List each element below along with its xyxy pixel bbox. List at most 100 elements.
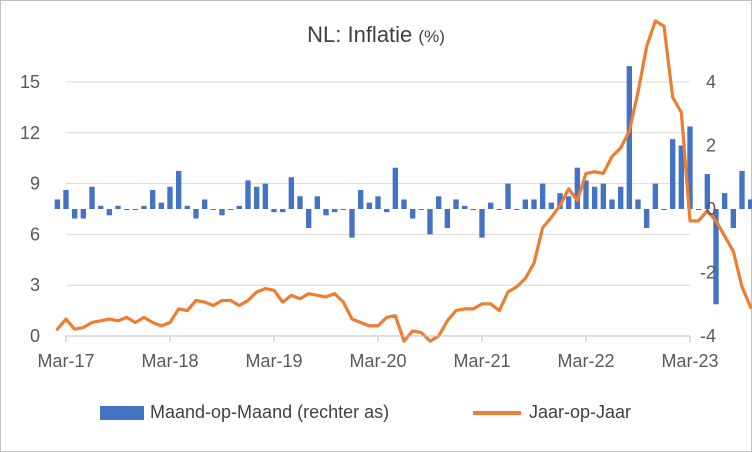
bar xyxy=(453,199,459,209)
bar xyxy=(669,139,676,209)
bar xyxy=(253,186,260,209)
legend-swatch-bars xyxy=(100,405,144,420)
bar xyxy=(288,177,295,209)
bar xyxy=(63,189,69,209)
y-right-tick-label: 2 xyxy=(706,136,716,156)
bar xyxy=(713,209,719,305)
bar xyxy=(461,205,468,209)
bar xyxy=(678,145,685,209)
bar xyxy=(435,196,442,209)
bar xyxy=(297,196,303,209)
bar xyxy=(193,209,199,219)
bar xyxy=(167,186,173,209)
series-line xyxy=(55,19,752,343)
bar xyxy=(132,209,139,210)
bar xyxy=(158,202,165,209)
y-left-tick-label: 15 xyxy=(20,72,40,92)
y-right-tick-label: 0 xyxy=(706,199,716,219)
bar xyxy=(340,209,347,210)
x-tick-label: Mar-17 xyxy=(37,351,94,371)
legend-item-bars: Maand-op-Maand (rechter as) xyxy=(100,402,389,423)
bar xyxy=(531,199,537,209)
bar xyxy=(687,126,693,209)
y-right-tick-label: 4 xyxy=(706,72,716,92)
bar xyxy=(739,170,745,209)
bar xyxy=(747,199,752,209)
bar-series xyxy=(54,66,752,305)
bar xyxy=(383,209,390,213)
bar xyxy=(505,183,511,209)
bar xyxy=(357,189,364,209)
bar xyxy=(97,205,104,209)
bar xyxy=(219,209,225,216)
bar xyxy=(201,199,208,209)
bar xyxy=(279,209,286,213)
bar xyxy=(470,209,477,210)
bar xyxy=(54,199,61,209)
bar xyxy=(548,202,555,209)
line-series xyxy=(55,19,752,343)
bar xyxy=(539,183,546,209)
bar xyxy=(262,183,269,209)
bar xyxy=(652,183,659,209)
bar xyxy=(565,196,572,209)
bar xyxy=(479,209,485,238)
bar xyxy=(115,205,121,209)
bar xyxy=(522,199,529,209)
bar xyxy=(643,209,650,229)
bar xyxy=(80,209,87,219)
bar xyxy=(366,202,373,209)
y-left-tick-label: 12 xyxy=(20,123,40,143)
y-right-tick-label: -2 xyxy=(700,263,716,283)
y-left-tick-label: 3 xyxy=(30,275,40,295)
bar xyxy=(496,209,503,210)
bar xyxy=(392,167,399,209)
bar xyxy=(236,205,243,209)
bar xyxy=(444,209,451,229)
bar xyxy=(106,209,113,216)
bar xyxy=(305,209,312,229)
x-tick-label: Mar-23 xyxy=(661,351,718,371)
y-left-tick-label: 6 xyxy=(30,224,40,244)
bar xyxy=(89,186,95,209)
bar xyxy=(141,205,147,209)
x-tick-label: Mar-21 xyxy=(453,351,510,371)
bar xyxy=(401,199,407,209)
bar xyxy=(574,167,581,209)
bar xyxy=(609,199,615,209)
legend-item-line: Jaar-op-Jaar xyxy=(473,402,631,423)
bar xyxy=(557,193,563,210)
bar xyxy=(184,205,191,209)
y-left-tick-label: 0 xyxy=(30,326,40,346)
bar xyxy=(600,183,607,209)
bar xyxy=(661,209,667,210)
bar xyxy=(583,180,589,209)
legend-label-line: Jaar-op-Jaar xyxy=(529,402,632,422)
bar xyxy=(704,174,711,209)
bar xyxy=(227,209,234,210)
x-tick-label: Mar-20 xyxy=(349,351,406,371)
y-right-tick-label: -4 xyxy=(700,326,716,346)
bar xyxy=(617,186,624,209)
bar xyxy=(695,209,702,210)
bar xyxy=(375,196,381,209)
bar xyxy=(427,209,433,235)
x-tick-label: Mar-19 xyxy=(245,351,302,371)
bar xyxy=(331,209,338,213)
bar xyxy=(71,209,78,219)
legend-swatch-line xyxy=(473,410,521,415)
bar xyxy=(513,209,520,210)
bar xyxy=(487,202,494,209)
bar xyxy=(314,196,321,209)
x-tick-label: Mar-18 xyxy=(141,351,198,371)
tick-labels: Mar-17 Mar-18 Mar-19 Mar-20 Mar-21 Mar-22 Mar-… xyxy=(20,72,719,371)
chart-title-unit: (%) xyxy=(418,27,445,46)
bar xyxy=(409,209,416,219)
bar xyxy=(210,209,217,210)
bar xyxy=(271,209,277,213)
bar xyxy=(149,189,156,209)
chart-title-text: NL: Inflatie xyxy=(307,22,413,47)
bar xyxy=(730,209,737,229)
bar xyxy=(245,180,251,209)
